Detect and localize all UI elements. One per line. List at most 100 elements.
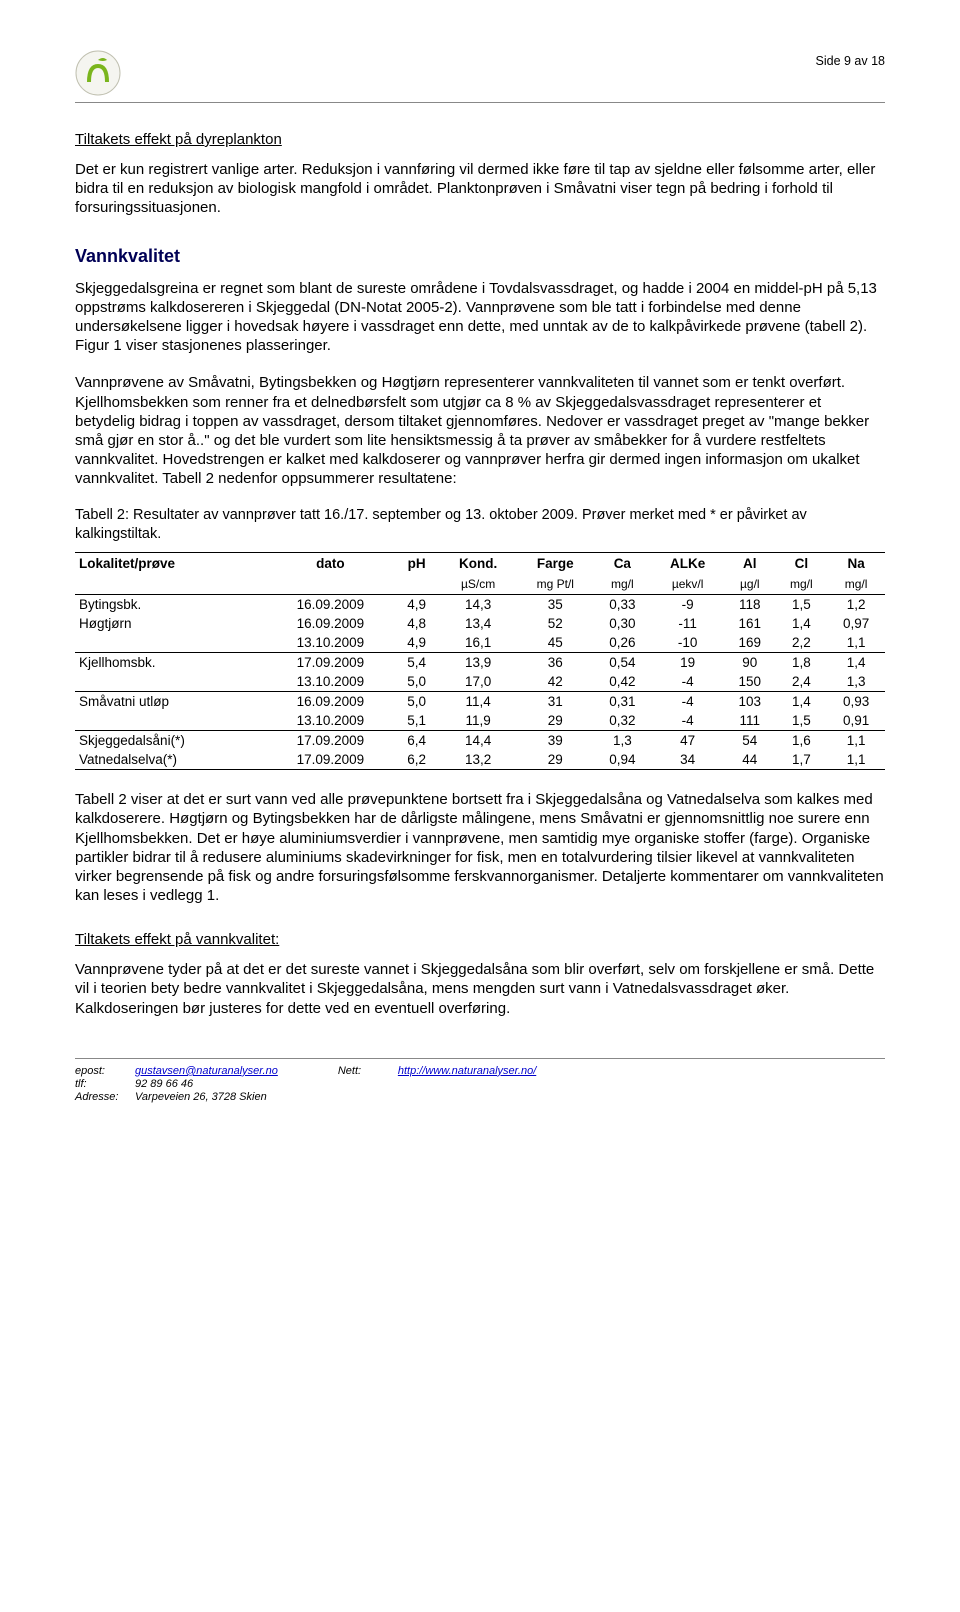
table-cell: Bytingsbk. — [75, 595, 267, 615]
table-cell: 16.09.2009 — [267, 692, 394, 712]
table-cell: 1,1 — [827, 750, 885, 770]
table-cell: 17.09.2009 — [267, 750, 394, 770]
table-cell: 103 — [724, 692, 775, 712]
section4-para: Vannprøvene tyder på at det er det sures… — [75, 960, 885, 1018]
table-cell — [75, 633, 267, 653]
table-cell: 52 — [517, 614, 593, 633]
table-col-unit: mg/l — [827, 574, 885, 595]
table-cell: 1,7 — [776, 750, 828, 770]
table-cell: 2,2 — [776, 633, 828, 653]
table-col-unit: µg/l — [724, 574, 775, 595]
table-cell: -11 — [651, 614, 724, 633]
section1-para: Det er kun registrert vanlige arter. Red… — [75, 160, 885, 218]
table-cell: 4,9 — [394, 595, 439, 615]
table-cell: 29 — [517, 750, 593, 770]
table-col-header: Al — [724, 553, 775, 575]
footer-nett-link[interactable]: http://www.naturanalyser.no/ — [398, 1065, 536, 1077]
footer-tlf: 92 89 66 46 — [135, 1078, 193, 1090]
table-cell: 1,1 — [827, 731, 885, 751]
page-footer: epost:gustavsen@naturanalyser.no tlf:92 … — [75, 1058, 885, 1103]
table-row: Høgtjørn16.09.20094,813,4520,30-111611,4… — [75, 614, 885, 633]
table-cell: 161 — [724, 614, 775, 633]
table-cell: 45 — [517, 633, 593, 653]
table-cell: 14,4 — [439, 731, 517, 751]
footer-nett-label: Nett: — [338, 1065, 398, 1077]
section2-para2: Vannprøvene av Småvatni, Bytingsbekken o… — [75, 373, 885, 488]
table-cell: Kjellhomsbk. — [75, 653, 267, 673]
table-cell: -4 — [651, 692, 724, 712]
page-header: Side 9 av 18 — [75, 50, 885, 103]
table-cell: 13.10.2009 — [267, 672, 394, 692]
table-cell: 1,5 — [776, 711, 828, 731]
table-col-header: Ca — [593, 553, 651, 575]
footer-epost-label: epost: — [75, 1065, 135, 1077]
table-cell: -4 — [651, 711, 724, 731]
footer-adresse-label: Adresse: — [75, 1091, 135, 1103]
table-row: 13.10.20095,111,9290,32-41111,50,91 — [75, 711, 885, 731]
table-col-header: Lokalitet/prøve — [75, 553, 267, 575]
table-col-unit — [394, 574, 439, 595]
table-cell: 1,8 — [776, 653, 828, 673]
table-cell: 111 — [724, 711, 775, 731]
table-cell: 0,93 — [827, 692, 885, 712]
table-cell: 19 — [651, 653, 724, 673]
table-col-unit: µekv/l — [651, 574, 724, 595]
section4-title: Tiltakets effekt på vannkvalitet: — [75, 931, 885, 948]
table-cell: 16.09.2009 — [267, 595, 394, 615]
footer-epost-link[interactable]: gustavsen@naturanalyser.no — [135, 1065, 278, 1077]
table-col-unit: mg/l — [776, 574, 828, 595]
page-number: Side 9 av 18 — [816, 50, 886, 68]
table-cell: 5,0 — [394, 672, 439, 692]
table-col-header: dato — [267, 553, 394, 575]
table-cell: 29 — [517, 711, 593, 731]
table-cell: 17.09.2009 — [267, 731, 394, 751]
table-cell: 4,9 — [394, 633, 439, 653]
table-cell: 11,4 — [439, 692, 517, 712]
table-cell: 5,4 — [394, 653, 439, 673]
table-cell: 0,31 — [593, 692, 651, 712]
table-cell: 1,4 — [776, 614, 828, 633]
table-cell: 39 — [517, 731, 593, 751]
table-cell: 0,26 — [593, 633, 651, 653]
table-col-header: pH — [394, 553, 439, 575]
footer-adresse: Varpeveien 26, 3728 Skien — [135, 1091, 267, 1103]
table-col-header: ALKe — [651, 553, 724, 575]
table-cell: 42 — [517, 672, 593, 692]
table-col-unit: mg Pt/l — [517, 574, 593, 595]
table-col-header: Farge — [517, 553, 593, 575]
table-cell: 0,42 — [593, 672, 651, 692]
footer-tlf-label: tlf: — [75, 1078, 135, 1090]
table-cell: 1,1 — [827, 633, 885, 653]
table-cell: 13.10.2009 — [267, 633, 394, 653]
table-col-header: Kond. — [439, 553, 517, 575]
table-cell: 90 — [724, 653, 775, 673]
table-caption: Tabell 2: Resultater av vannprøver tatt … — [75, 506, 885, 544]
table-cell: 0,91 — [827, 711, 885, 731]
table-cell: 1,6 — [776, 731, 828, 751]
table-row: Kjellhomsbk.17.09.20095,413,9360,5419901… — [75, 653, 885, 673]
table-cell: 6,4 — [394, 731, 439, 751]
table-cell: 11,9 — [439, 711, 517, 731]
table-cell: 13,4 — [439, 614, 517, 633]
table-cell: Skjeggedalsåni(*) — [75, 731, 267, 751]
table-row: Småvatni utløp16.09.20095,011,4310,31-41… — [75, 692, 885, 712]
table-cell: 44 — [724, 750, 775, 770]
table-col-header: Cl — [776, 553, 828, 575]
table-cell: 1,4 — [827, 653, 885, 673]
table-cell: 169 — [724, 633, 775, 653]
table-cell: 36 — [517, 653, 593, 673]
table-cell — [75, 711, 267, 731]
table-cell: 17,0 — [439, 672, 517, 692]
table-col-unit: µS/cm — [439, 574, 517, 595]
table-cell: 47 — [651, 731, 724, 751]
table-cell: 16.09.2009 — [267, 614, 394, 633]
table-cell: 13,9 — [439, 653, 517, 673]
table-cell: Vatnedalselva(*) — [75, 750, 267, 770]
table-row: 13.10.20095,017,0420,42-41502,41,3 — [75, 672, 885, 692]
section1-title: Tiltakets effekt på dyreplankton — [75, 131, 885, 148]
table-row: Bytingsbk.16.09.20094,914,3350,33-91181,… — [75, 595, 885, 615]
table-cell: 1,2 — [827, 595, 885, 615]
table-header-row: Lokalitet/prøvedatopHKond.FargeCaALKeAlC… — [75, 553, 885, 575]
table-cell: 0,54 — [593, 653, 651, 673]
table-cell: 0,30 — [593, 614, 651, 633]
